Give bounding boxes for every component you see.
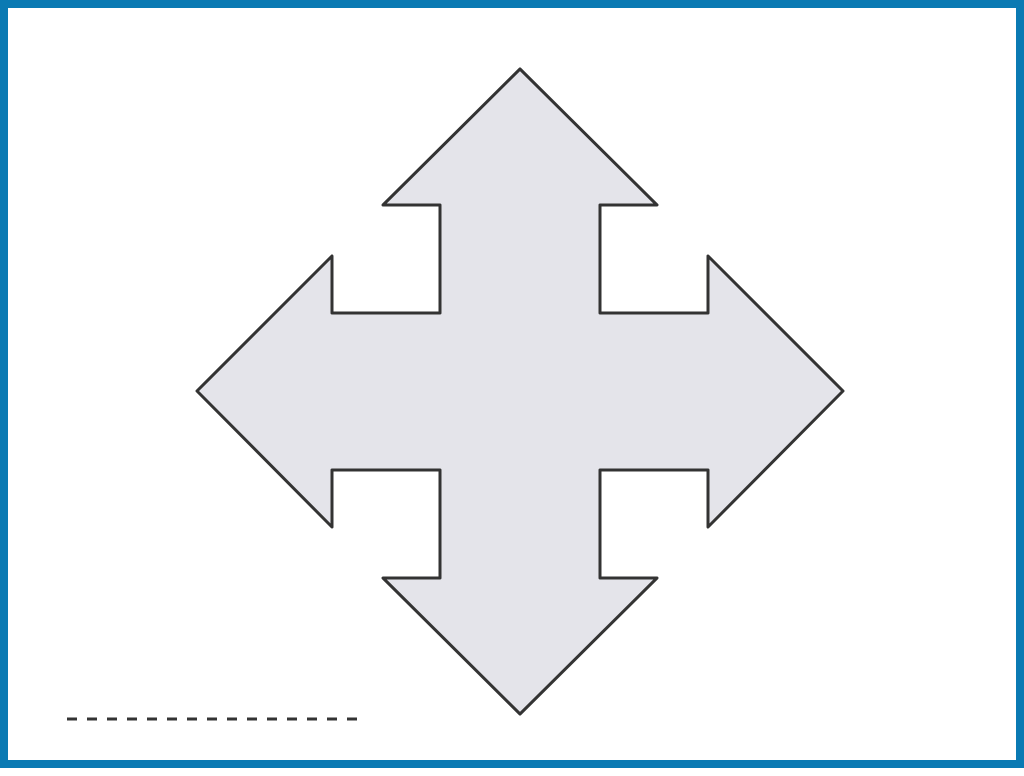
diagram-canvas bbox=[67, 67, 845, 721]
four-way-arrow-icon bbox=[195, 67, 845, 716]
